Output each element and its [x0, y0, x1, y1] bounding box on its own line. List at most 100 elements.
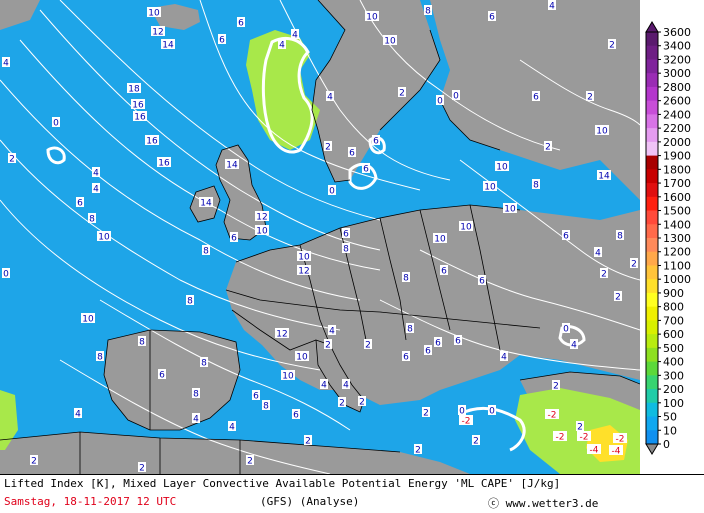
isoline-label: 4	[595, 249, 601, 259]
legend-level-label: 2800	[663, 81, 691, 94]
isoline-label-bg	[278, 39, 286, 49]
isoline-label: 6	[293, 411, 299, 421]
isoline-label-bg	[576, 421, 584, 431]
isoline-label: 4	[93, 169, 99, 179]
isoline-label-bg	[255, 211, 269, 221]
isoline-label: 4	[329, 327, 335, 337]
isoline-label-bg	[292, 409, 300, 419]
isoline-label-bg	[459, 415, 473, 425]
isoline-label-bg	[52, 117, 60, 127]
isoline-label: 8	[407, 325, 413, 335]
legend-level-label: 2200	[663, 122, 691, 135]
isoline-label: -4	[590, 446, 599, 456]
isoline-label: 2	[325, 341, 331, 351]
isoline-label: 6	[533, 93, 539, 103]
legend-swatch	[646, 430, 658, 445]
isoline-label: -2	[548, 411, 557, 421]
isoline-label: 4	[193, 415, 199, 425]
isoline-label: -2	[556, 433, 565, 443]
isoline-label: 8	[203, 247, 209, 257]
isoline-label-bg	[562, 230, 570, 240]
isoline-label: 16	[146, 137, 158, 147]
isoline-label-bg	[398, 87, 406, 97]
isoline-label: 18	[128, 85, 140, 95]
isoline-label-bg	[255, 225, 269, 235]
legend-colorbar: 3600340032003000280026002400220020001900…	[645, 21, 691, 455]
isoline-label-bg	[503, 203, 517, 213]
isoline-label-bg	[614, 291, 622, 301]
caption-credit[interactable]: ⓒ www.wetter3.de	[488, 495, 598, 511]
isoline-label: 10	[98, 233, 110, 243]
isoline-label: 12	[276, 330, 287, 340]
isoline-label: 12	[298, 267, 309, 277]
isoline-label: 8	[617, 232, 623, 242]
isoline-label-bg	[295, 351, 309, 361]
country-borders	[0, 0, 641, 474]
isoline-label: 6	[219, 36, 225, 46]
legend-level-label: 50	[663, 411, 677, 424]
isoline-label-bg	[495, 161, 509, 171]
isoline-label: 2	[365, 341, 371, 351]
caption-credit-text[interactable]: www.wetter3.de	[505, 497, 599, 510]
isoline-label-bg	[342, 243, 350, 253]
legend-level-label: 2000	[663, 136, 691, 149]
isoline-label-bg	[500, 351, 508, 361]
legend-level-label: 1900	[663, 150, 691, 163]
isoline-label: 2	[601, 270, 607, 280]
isoline-label: 2	[631, 260, 637, 270]
isoline-label-bg	[88, 213, 96, 223]
isoline-label: 4	[501, 353, 507, 363]
legend-level-label: 800	[663, 301, 684, 314]
isoline-label: 6	[563, 232, 569, 242]
isoline-label-bg	[96, 351, 104, 361]
isoline-label: 4	[292, 31, 298, 41]
isoline-label: 16	[132, 101, 144, 111]
isoline-label-bg	[600, 268, 608, 278]
isoline-label-bg	[320, 379, 328, 389]
isoline-label: 6	[77, 199, 83, 209]
legend-level-label: 1800	[663, 163, 691, 176]
legend-level-label: 1100	[663, 259, 691, 272]
isoline-label: 10	[366, 13, 378, 23]
isoline-label-bg	[452, 90, 460, 100]
isoline-label-bg	[151, 26, 165, 36]
isoline-label: 10	[504, 205, 516, 215]
isoline-label-bg	[478, 275, 486, 285]
isoline-label-bg	[161, 39, 175, 49]
isoline-label: 6	[455, 337, 461, 347]
isoline-label-bg	[297, 251, 311, 261]
legend-swatch	[646, 265, 658, 280]
isoline-label: 6	[349, 149, 355, 159]
isoline-label-bg	[424, 5, 432, 15]
isoline-label-bg	[483, 181, 497, 191]
isoline-label-bg	[131, 99, 145, 109]
isoline-label: 10	[496, 163, 508, 173]
isoline-label-bg	[246, 455, 254, 465]
isoline-label-bg	[586, 91, 594, 101]
isoline-label: 4	[343, 381, 349, 391]
isoline-label: 14	[162, 41, 174, 51]
isoline-label: 4	[571, 341, 577, 351]
isoline-label-bg	[577, 431, 591, 441]
isoline-label-bg	[202, 245, 210, 255]
isoline-label: 12	[152, 28, 163, 38]
legend-swatch	[646, 402, 658, 418]
isoline-label-bg	[218, 34, 226, 44]
isoline-label-bg	[616, 230, 624, 240]
legend-level-label: 400	[663, 356, 684, 369]
isoline-label: 2	[473, 437, 479, 447]
isoline-label: 2	[31, 457, 37, 467]
isoline-label-bg	[281, 370, 295, 380]
isoline-label-bg	[608, 39, 616, 49]
legend-level-label: 1000	[663, 273, 691, 286]
isoline-label-bg	[324, 339, 332, 349]
isoline-label-bg	[237, 17, 245, 27]
isoline-label: 10	[148, 9, 160, 19]
isoline-label: 8	[343, 245, 349, 255]
isoline-label: 16	[158, 159, 170, 169]
legend-swatch	[646, 155, 658, 170]
isoline-label: 10	[460, 223, 472, 233]
legend-level-label: 0	[663, 438, 670, 451]
isoline-label: 10	[384, 37, 396, 47]
isoline-label: 8	[97, 353, 103, 363]
